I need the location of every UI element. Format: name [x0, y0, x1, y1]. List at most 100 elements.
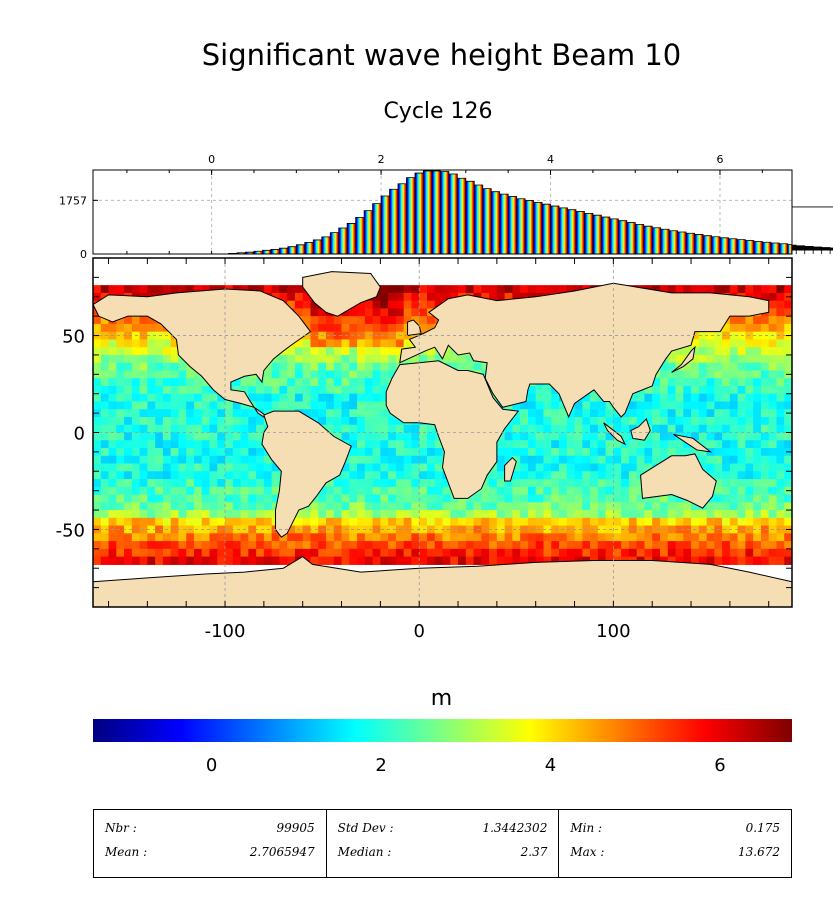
ocean-swh-cell [768, 541, 778, 550]
ocean-swh-cell [248, 502, 257, 511]
ocean-swh-cell [535, 479, 545, 488]
ocean-swh-cell [380, 409, 389, 418]
ocean-swh-cell [139, 370, 148, 379]
ocean-swh-cell [605, 479, 614, 488]
ocean-swh-cell [403, 471, 413, 480]
ocean-swh-cell [139, 510, 148, 519]
ocean-swh-cell [667, 370, 677, 379]
ocean-swh-cell [527, 432, 537, 441]
ocean-swh-cell [170, 416, 180, 426]
ocean-swh-cell [582, 494, 591, 503]
ocean-swh-cell [737, 494, 746, 503]
ocean-swh-cell [147, 316, 156, 325]
ocean-swh-cell [170, 440, 180, 449]
ocean-swh-cell [768, 409, 778, 418]
ocean-swh-cell [349, 347, 358, 356]
ocean-swh-cell [380, 362, 389, 372]
ocean-swh-cell [271, 494, 280, 503]
ocean-swh-cell [372, 471, 381, 480]
ocean-swh-cell [605, 455, 614, 465]
ocean-swh-cell [326, 370, 335, 379]
ocean-swh-cell [559, 517, 568, 527]
ocean-swh-cell [240, 455, 249, 465]
ocean-swh-cell [597, 486, 607, 496]
ocean-swh-cell [683, 440, 692, 449]
ocean-swh-cell [131, 378, 141, 387]
ocean-swh-cell [155, 354, 164, 364]
ocean-swh-cell [372, 424, 381, 434]
ocean-swh-cell [683, 401, 692, 410]
ocean-swh-cell [458, 533, 467, 542]
stat-value-median: 2.37 [520, 845, 548, 859]
ocean-swh-cell [481, 285, 490, 294]
ocean-swh-cell [722, 378, 731, 387]
ocean-swh-cell [131, 517, 141, 527]
ocean-swh-cell [170, 455, 180, 465]
ocean-swh-cell [124, 517, 133, 527]
ocean-swh-cell [426, 556, 436, 565]
ocean-swh-cell [426, 316, 436, 325]
ocean-swh-cell [551, 533, 560, 542]
ocean-swh-cell [652, 285, 661, 294]
ocean-swh-cell [232, 541, 242, 550]
ocean-swh-cell [442, 479, 451, 488]
ocean-swh-cell [162, 479, 172, 488]
ocean-swh-cell [302, 300, 312, 310]
ocean-swh-cell [621, 432, 630, 441]
ocean-swh-cell [357, 331, 366, 341]
ocean-swh-cell [333, 409, 343, 418]
ocean-swh-cell [737, 548, 746, 558]
ocean-swh-cell [621, 416, 630, 426]
ocean-swh-cell [411, 494, 420, 503]
ocean-swh-cell [155, 440, 164, 449]
ocean-swh-cell [108, 455, 117, 465]
ocean-swh-cell [753, 471, 762, 480]
ocean-swh-cell [201, 424, 211, 434]
ocean-swh-cell [326, 486, 335, 496]
ocean-swh-cell [256, 424, 265, 434]
ocean-swh-cell [318, 494, 327, 503]
ocean-swh-cell [628, 533, 638, 542]
ocean-swh-cell [108, 285, 117, 294]
ocean-swh-cell [784, 316, 792, 325]
ocean-swh-cell [395, 300, 405, 310]
ocean-swh-cell [240, 479, 249, 488]
ocean-swh-cell [178, 533, 187, 542]
ocean-swh-cell [760, 347, 770, 356]
ocean-swh-cell [675, 285, 684, 294]
ocean-swh-cell [318, 517, 327, 527]
ocean-swh-cell [403, 448, 413, 457]
ocean-swh-cell [729, 448, 739, 457]
ocean-swh-cell [225, 502, 234, 511]
ocean-swh-cell [364, 432, 374, 441]
ocean-swh-cell [496, 285, 506, 294]
ocean-swh-cell [465, 517, 475, 527]
ocean-swh-cell [434, 354, 444, 364]
ocean-swh-cell [263, 541, 273, 550]
ocean-swh-cell [729, 525, 739, 534]
ocean-swh-cell [116, 347, 125, 356]
ocean-swh-cell [628, 486, 638, 496]
ocean-swh-cell [170, 502, 180, 511]
histogram-bar [533, 202, 543, 254]
ocean-swh-cell [512, 556, 521, 565]
ocean-swh-cell [714, 370, 723, 379]
ocean-swh-cell [364, 548, 374, 558]
ocean-swh-cell [147, 370, 156, 379]
ocean-swh-cell [380, 370, 389, 379]
ocean-swh-cell [442, 548, 451, 558]
ocean-swh-cell [698, 339, 708, 348]
ocean-swh-cell [333, 362, 343, 372]
ocean-swh-cell [675, 448, 684, 457]
ocean-swh-cell [240, 548, 249, 558]
ocean-swh-cell [349, 339, 358, 348]
ocean-swh-cell [333, 541, 343, 550]
ocean-swh-cell [380, 463, 389, 472]
ocean-swh-cell [527, 385, 537, 395]
ocean-swh-cell [605, 448, 614, 457]
ocean-swh-cell [512, 448, 521, 457]
ocean-swh-cell [108, 354, 117, 364]
ocean-swh-cell [551, 409, 560, 418]
ocean-swh-cell [426, 502, 436, 511]
histogram-bar [482, 188, 492, 254]
